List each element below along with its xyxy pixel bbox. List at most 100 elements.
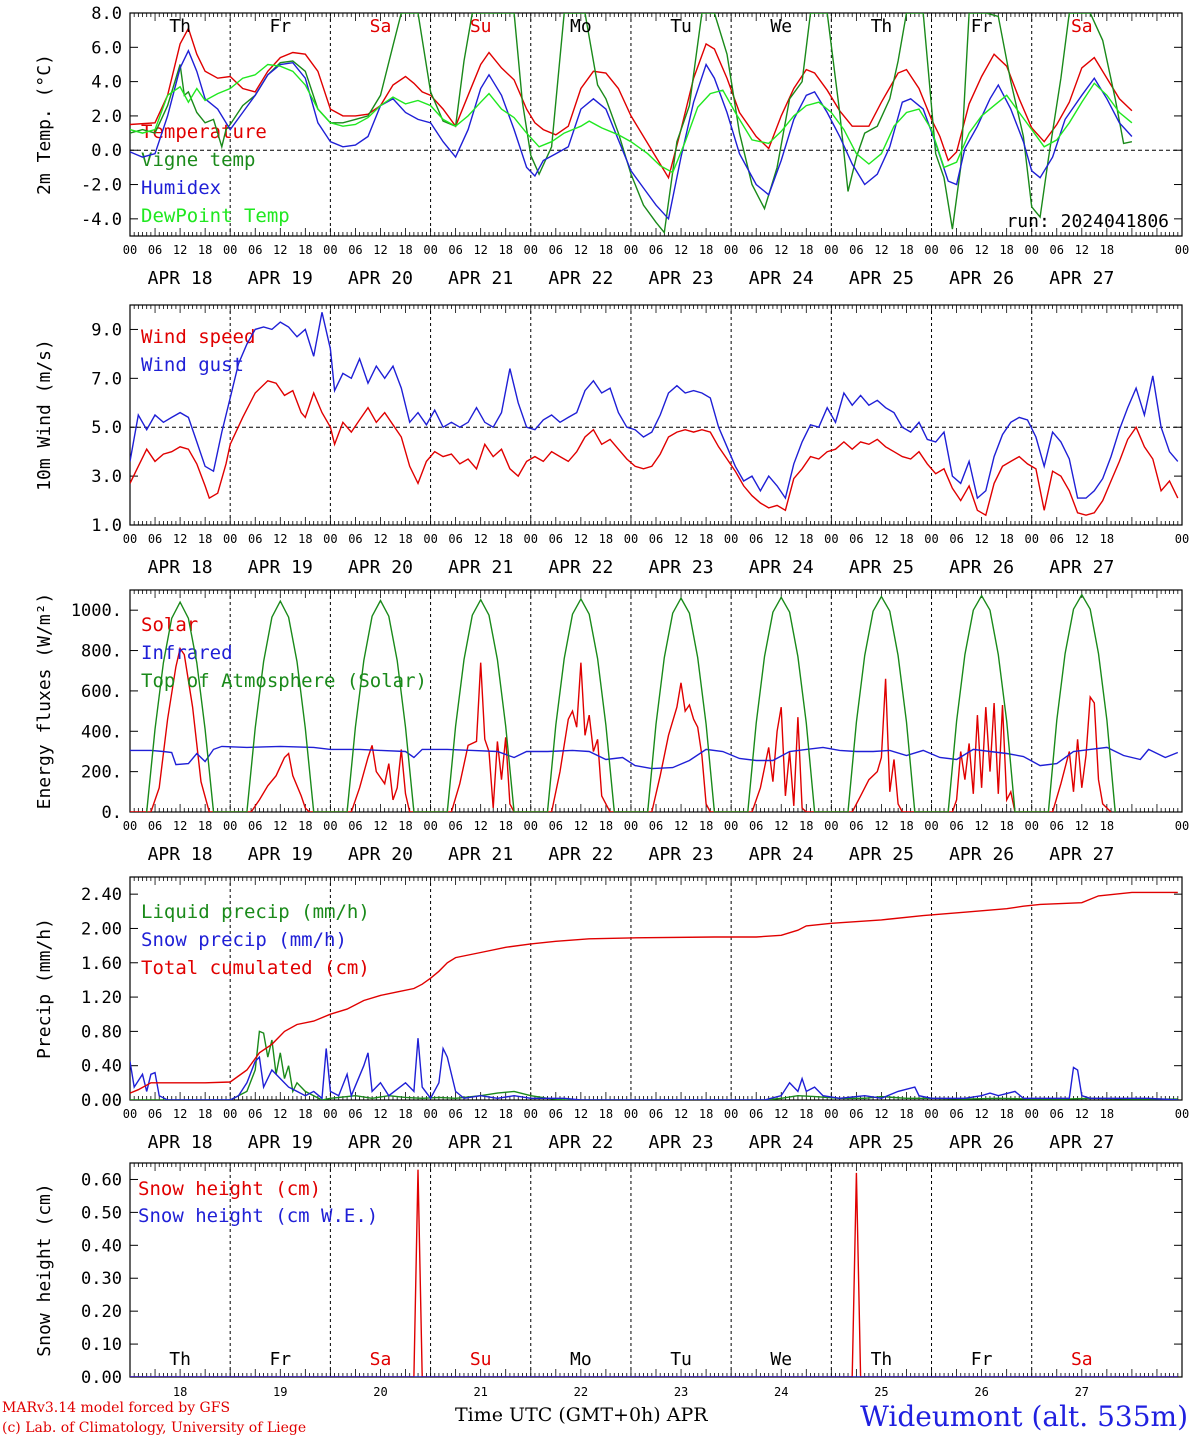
day-number-label: 26 — [974, 1385, 988, 1399]
series-line-top-of-atmosphere-solar- — [146, 593, 1116, 812]
plot-frame — [129, 589, 1183, 813]
weekday-label: Mo — [570, 16, 592, 37]
hour-tick-label: 06 — [649, 532, 663, 546]
weekday-label: Sa — [1071, 16, 1093, 37]
hour-tick-label: 00 — [123, 1107, 137, 1121]
hour-tick-label: 18 — [298, 1107, 312, 1121]
date-label: APR 19 — [248, 557, 313, 578]
legend-entry: Solar — [141, 614, 198, 636]
date-label: APR 25 — [849, 268, 914, 289]
hour-tick-label: 06 — [849, 243, 863, 257]
hour-tick-label: 12 — [874, 532, 888, 546]
y-tick-label: 0.00 — [81, 1368, 122, 1388]
hour-tick-label: 00 — [323, 243, 337, 257]
hour-tick-label: 18 — [198, 243, 212, 257]
date-label: APR 22 — [548, 1132, 613, 1153]
hour-tick-label: 00 — [1175, 243, 1189, 257]
hour-tick-label: 18 — [498, 819, 512, 833]
hour-tick-label: 00 — [1024, 243, 1038, 257]
hour-tick-label: 06 — [749, 1107, 763, 1121]
y-tick-label: 0.0 — [91, 141, 122, 161]
date-label: APR 21 — [448, 268, 513, 289]
weekday-label: Fr — [971, 1349, 993, 1370]
hour-tick-label: 12 — [173, 1107, 187, 1121]
hour-tick-label: 00 — [924, 532, 938, 546]
hour-tick-label: 06 — [949, 819, 963, 833]
hour-tick-label: 12 — [774, 1107, 788, 1121]
hour-tick-label: 06 — [448, 243, 462, 257]
hour-tick-label: 18 — [899, 532, 913, 546]
hour-tick-label: 12 — [1075, 532, 1089, 546]
hour-tick-label: 06 — [1050, 1107, 1064, 1121]
y-tick-label: -4.0 — [81, 210, 122, 230]
hour-tick-label: 12 — [173, 819, 187, 833]
hour-tick-label: 06 — [949, 532, 963, 546]
panel-1: -4.0 -2.0 0.0 2.0 4.0 6.0 8.0 2m Temp. (°C) Temp… — [34, 4, 1189, 289]
hour-tick-label: 12 — [1075, 243, 1089, 257]
weekday-label: Th — [169, 16, 191, 37]
weekday-label: Fr — [269, 1349, 291, 1370]
hour-tick-label: 18 — [1100, 243, 1114, 257]
hour-tick-label: 00 — [524, 532, 538, 546]
date-label: APR 21 — [448, 1132, 513, 1153]
series-line-infrared — [130, 745, 1179, 770]
series-line-liquid-precip-mm-h- — [130, 1030, 1178, 1100]
y-axis-label: 10m Wind (m/s) — [34, 339, 55, 491]
weekday-label: We — [770, 1349, 792, 1370]
hour-tick-label: 00 — [223, 1107, 237, 1121]
y-tick-label: 200. — [81, 763, 122, 783]
hour-tick-label: 18 — [298, 243, 312, 257]
y-tick-label: 8.0 — [91, 4, 122, 24]
hour-tick-label: 12 — [574, 243, 588, 257]
hour-tick-label: 18 — [699, 532, 713, 546]
hour-tick-label: 00 — [924, 243, 938, 257]
date-label: APR 18 — [148, 557, 213, 578]
y-tick-label: 0.10 — [81, 1335, 122, 1355]
hour-tick-label: 18 — [398, 243, 412, 257]
date-label: APR 19 — [248, 268, 313, 289]
date-label: APR 19 — [248, 1132, 313, 1153]
hour-tick-label: 12 — [473, 532, 487, 546]
hour-tick-label: 00 — [524, 819, 538, 833]
date-label: APR 23 — [649, 1132, 714, 1153]
hour-tick-label: 06 — [849, 819, 863, 833]
date-label: APR 23 — [649, 557, 714, 578]
y-tick-label: 0.50 — [81, 1203, 122, 1223]
hour-tick-label: 18 — [498, 532, 512, 546]
hour-tick-label: 06 — [1050, 819, 1064, 833]
legend-entry: Infrared — [141, 642, 233, 664]
hour-tick-label: 12 — [273, 1107, 287, 1121]
hour-tick-label: 00 — [624, 819, 638, 833]
hour-tick-label: 06 — [348, 819, 362, 833]
hour-tick-label: 18 — [398, 1107, 412, 1121]
hour-tick-label: 06 — [148, 243, 162, 257]
hour-tick-label: 18 — [198, 1107, 212, 1121]
hour-tick-label: 18 — [398, 819, 412, 833]
hour-tick-label: 18 — [298, 532, 312, 546]
hour-tick-label: 18 — [999, 532, 1013, 546]
hour-tick-label: 18 — [599, 532, 613, 546]
hour-tick-label: 06 — [248, 532, 262, 546]
series-line-wind-speed — [130, 380, 1179, 517]
date-label: APR 27 — [1049, 844, 1114, 865]
hour-tick-label: 18 — [999, 243, 1013, 257]
hour-tick-label: 12 — [1075, 819, 1089, 833]
hour-tick-label: 18 — [899, 243, 913, 257]
y-tick-label: 2.0 — [91, 107, 122, 127]
hour-tick-label: 06 — [248, 819, 262, 833]
hour-tick-label: 18 — [799, 819, 813, 833]
y-tick-label: 0.80 — [81, 1022, 122, 1042]
panel-2: 1.0 3.0 5.0 7.0 9.0 10m Wind (m/s) Wind speed W… — [34, 304, 1189, 578]
panel-3: 0. 200. 400. 600. 800. 1000. Energy fluxes (W/… — [34, 589, 1189, 865]
hour-tick-label: 00 — [323, 532, 337, 546]
hour-tick-label: 18 — [799, 243, 813, 257]
hour-tick-label: 12 — [874, 1107, 888, 1121]
model-credit: MARv3.14 model forced by GFS — [2, 1400, 231, 1416]
hour-tick-label: 00 — [1024, 1107, 1038, 1121]
hour-tick-label: 00 — [624, 243, 638, 257]
hour-tick-label: 06 — [148, 532, 162, 546]
hour-tick-label: 00 — [123, 819, 137, 833]
y-tick-label: 6.0 — [91, 38, 122, 58]
hour-tick-label: 18 — [699, 819, 713, 833]
